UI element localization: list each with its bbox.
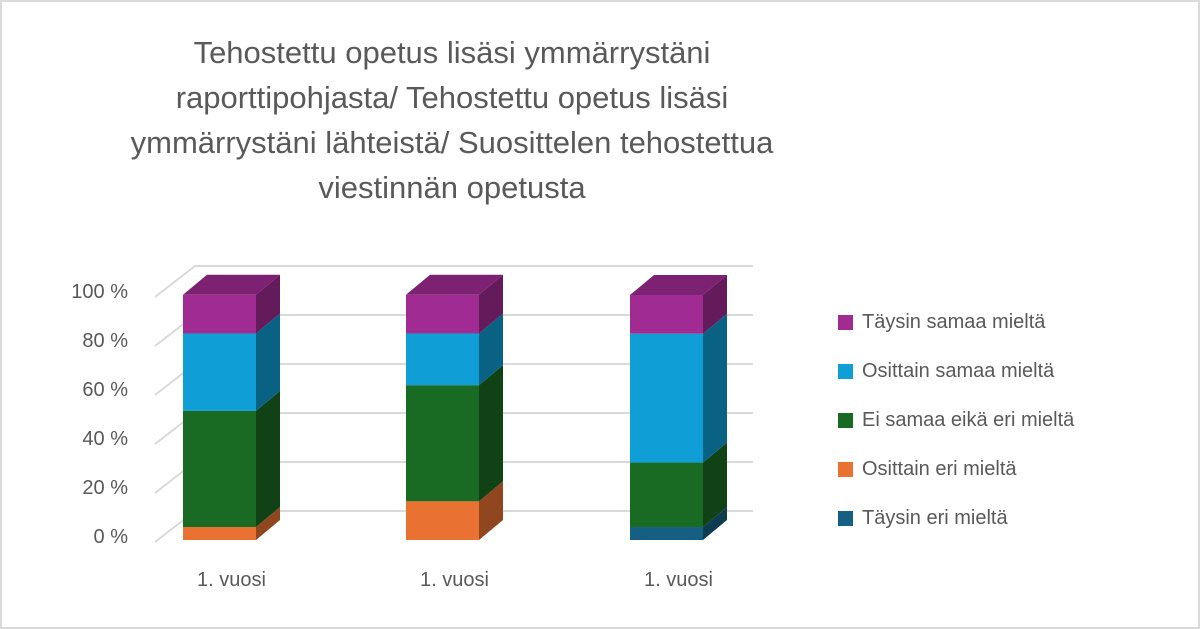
bar-segment-side	[256, 390, 280, 528]
legend-label: Täysin samaa mieltä	[862, 311, 1046, 333]
chart-title-line: raporttipohjasta/ Tehostettu opetus lisä…	[175, 80, 729, 115]
gridline-diagonal	[154, 265, 196, 298]
legend-label: Osittain eri mieltä	[862, 458, 1017, 480]
bar-top	[183, 274, 280, 295]
bar-segment	[183, 527, 256, 540]
bar-segment	[406, 294, 479, 334]
y-tick-label: 40 %	[82, 428, 128, 450]
chart-title-line: viestinnän opetusta	[318, 170, 586, 205]
legend-item: Täysin eri mieltä	[838, 494, 1074, 543]
bar-segment	[183, 294, 256, 334]
bar-segment	[406, 333, 479, 386]
legend-swatch-icon	[838, 364, 853, 379]
chart-title-line: Tehostettu opetus lisäsi ymmärrystäni	[193, 35, 711, 70]
bar-segment-side	[703, 275, 727, 334]
bar-segment-side	[479, 365, 503, 502]
y-tick-label: 20 %	[82, 477, 128, 499]
legend-item: Ei samaa eikä eri mieltä	[838, 396, 1074, 445]
chart-title-line: ymmärrystäni lähteistä/ Suosittelen teho…	[130, 125, 774, 160]
bar-segment	[630, 462, 703, 528]
y-tick-label: 60 %	[82, 379, 128, 401]
legend-label: Osittain samaa mieltä	[862, 360, 1055, 382]
bar-segment	[406, 501, 479, 540]
bar-segment	[406, 385, 479, 502]
legend-item: Täysin samaa mieltä	[838, 298, 1074, 347]
bar-segment	[630, 333, 703, 463]
legend-label: Ei samaa eikä eri mieltä	[862, 409, 1075, 431]
legend: Täysin samaa mieltä Osittain samaa mielt…	[838, 298, 1074, 543]
x-tick-label: 1. vuosi	[420, 569, 489, 591]
legend-swatch-icon	[838, 315, 853, 330]
bar-segment	[630, 527, 703, 540]
bar-top	[406, 274, 503, 295]
legend-swatch-icon	[838, 462, 853, 477]
legend-label: Täysin eri mieltä	[862, 507, 1008, 529]
bar-segment-side	[256, 507, 280, 540]
bar-segment	[630, 295, 703, 334]
bar-segment	[183, 410, 256, 528]
x-tick-label: 1. vuosi	[644, 569, 713, 591]
y-tick-label: 80 %	[82, 330, 128, 352]
bar-segment-side	[479, 313, 503, 386]
chart-title: Tehostettu opetus lisäsi ymmärrystäni ra…	[22, 30, 882, 210]
legend-swatch-icon	[838, 511, 853, 526]
x-tick-label: 1. vuosi	[197, 569, 266, 591]
legend-item: Osittain eri mieltä	[838, 445, 1074, 494]
bar-segment	[183, 333, 256, 411]
y-tick-label: 0 %	[93, 526, 128, 548]
bar-top	[630, 275, 727, 295]
legend-item: Osittain samaa mieltä	[838, 347, 1074, 396]
bar-segment-side	[256, 274, 280, 334]
bar-segment-side	[479, 481, 503, 540]
bar-segment-side	[256, 313, 280, 411]
bar-segment-side	[479, 274, 503, 334]
bar-segment-side	[703, 442, 727, 528]
bar-segment-side	[703, 313, 727, 463]
legend-swatch-icon	[838, 413, 853, 428]
bar-segment-side	[703, 507, 727, 540]
y-tick-label: 100 %	[71, 281, 128, 303]
